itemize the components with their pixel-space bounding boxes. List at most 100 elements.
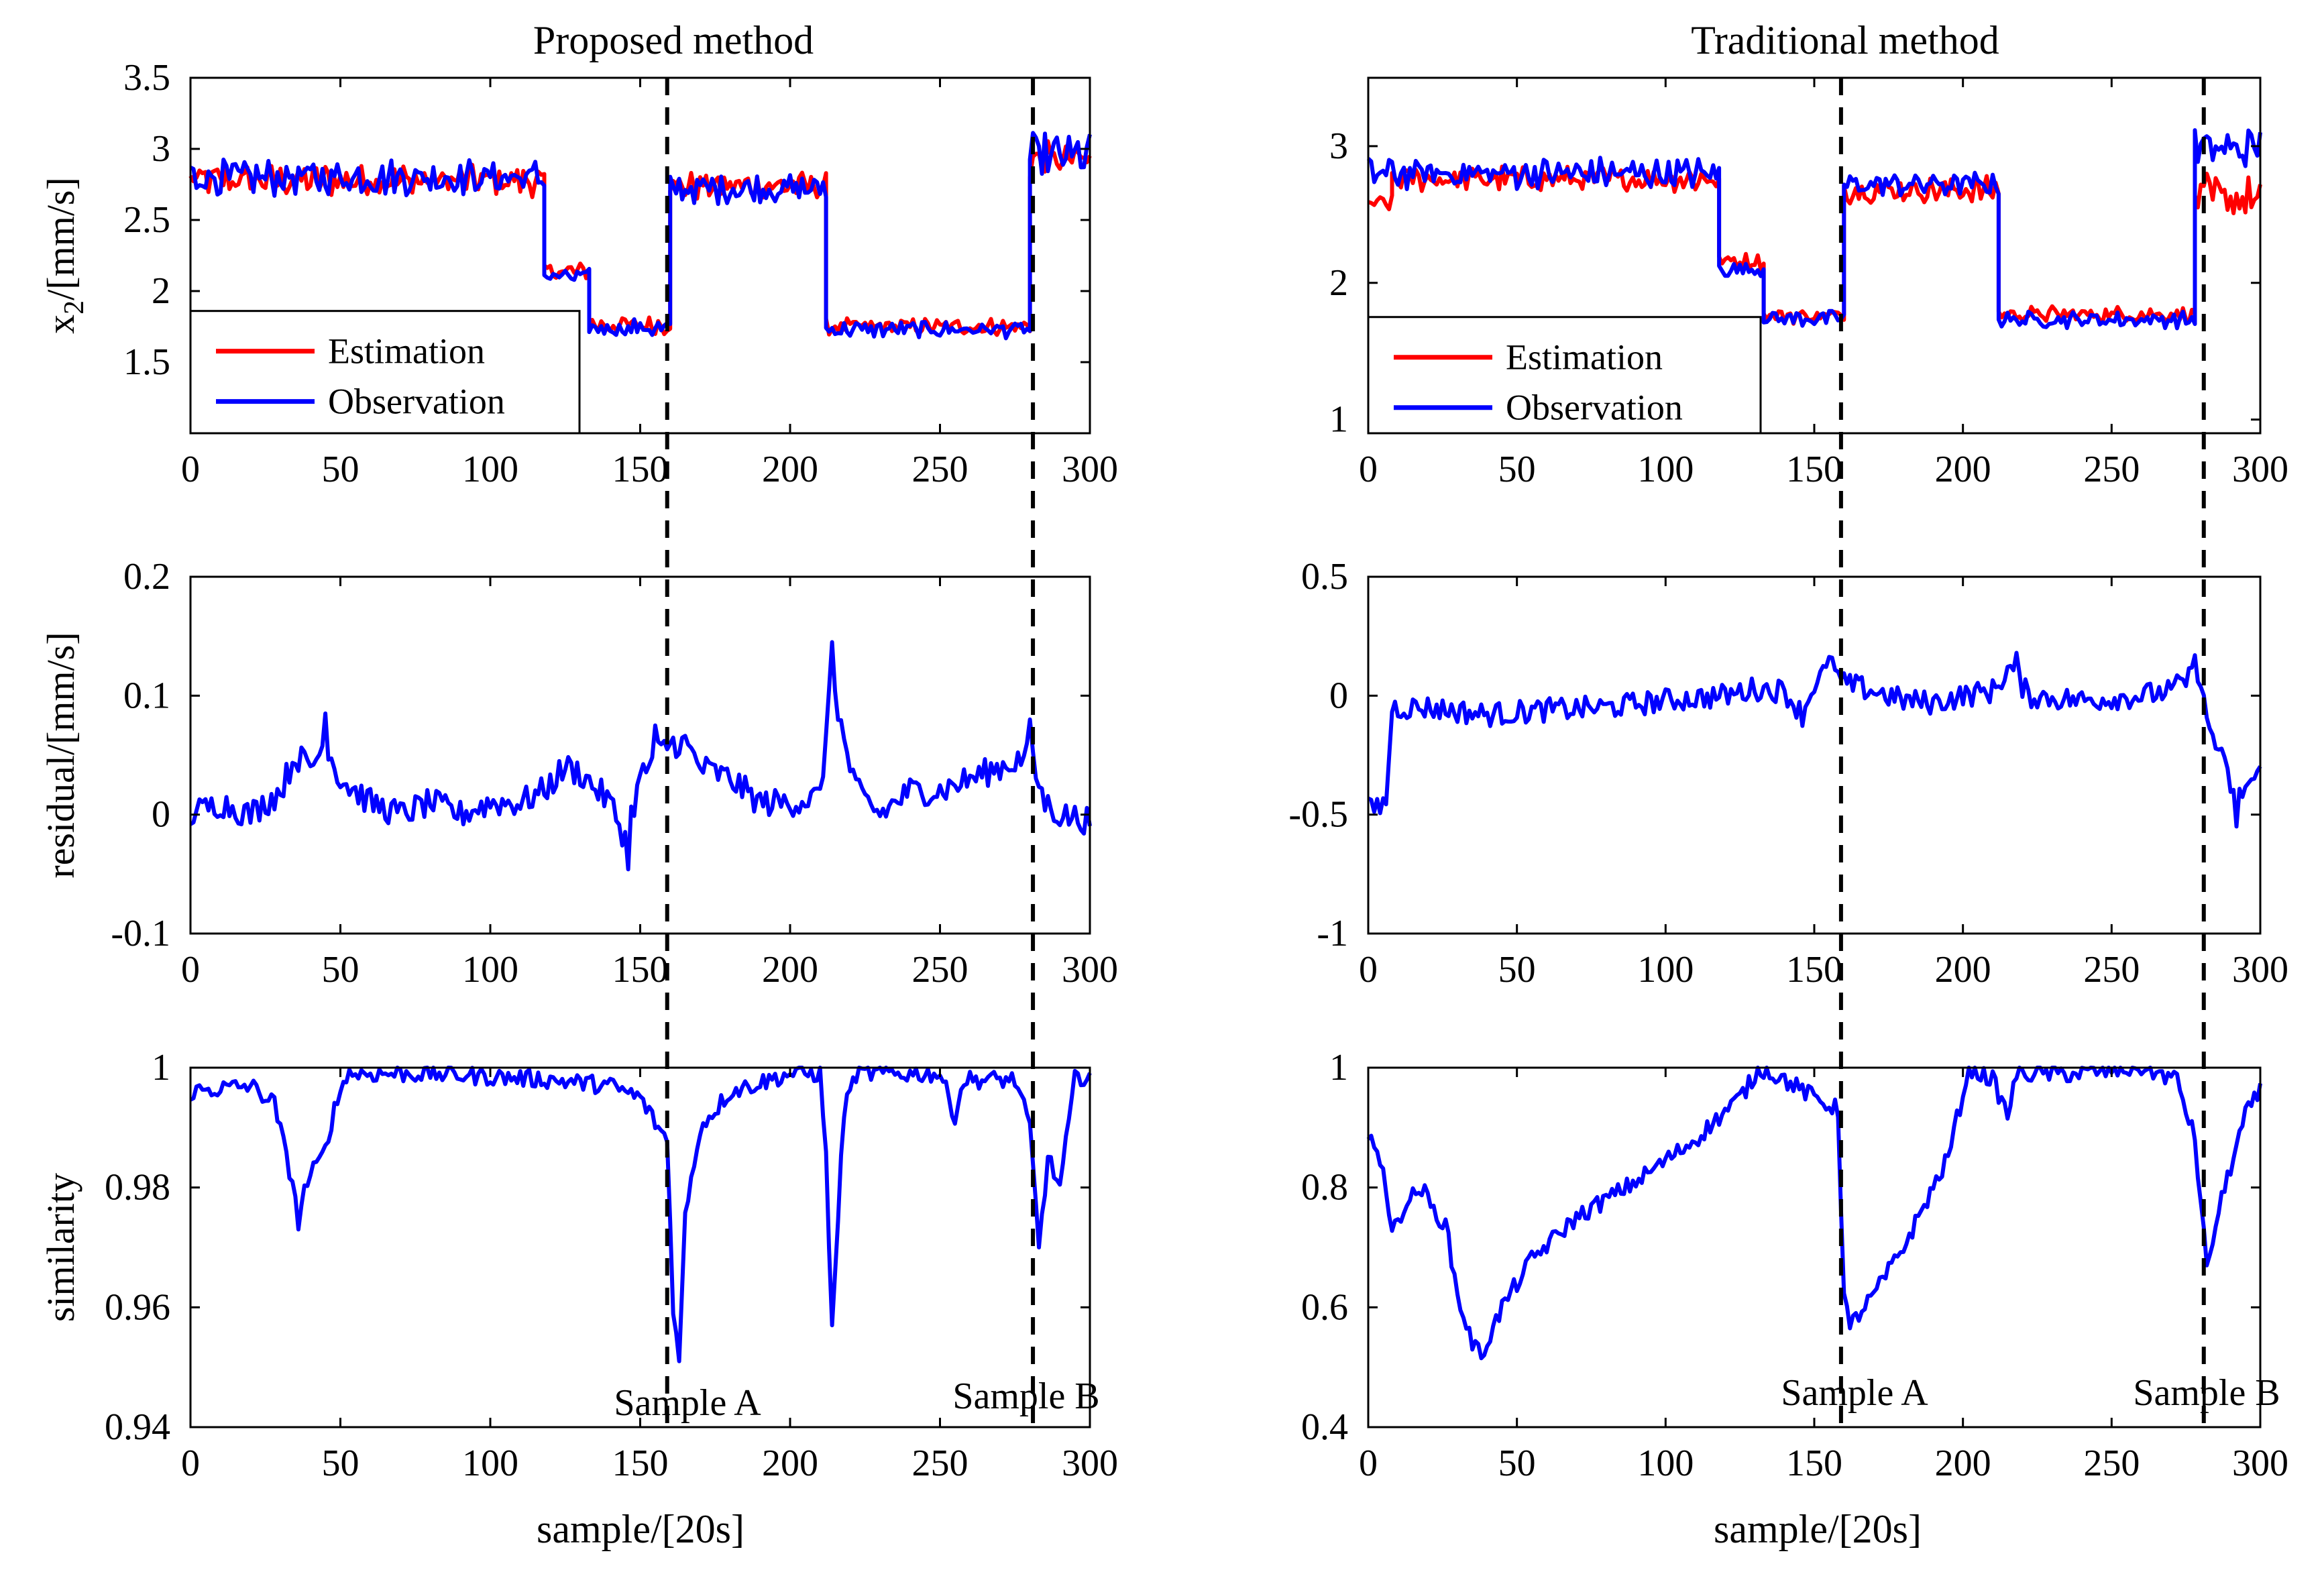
x-tick-label: 100 [1637, 1443, 1694, 1484]
y-tick-label: -1 [1317, 913, 1348, 954]
y-tick-label: 3.5 [123, 57, 170, 99]
x-tick-label: 150 [612, 449, 669, 490]
panel-proposed-similarity: 0 50 100 150 200 250 300 0.94 0.96 0.98 1 similarit… [39, 1047, 1118, 1484]
legend-box [1367, 316, 1762, 435]
panel-traditional-x2: 0 50 100 150 200 250 300 1 2 3 Estimation Observati… [1329, 76, 2288, 490]
x-tick-label: 50 [322, 449, 359, 490]
x-tick-label: 200 [762, 949, 818, 991]
y-tick-label: 1.5 [123, 341, 170, 383]
x-tick-label: 150 [612, 949, 669, 991]
y-tick-label: 0.94 [105, 1406, 170, 1448]
x-tick-label: 100 [462, 1443, 518, 1484]
y-tick-label: 0.1 [123, 675, 170, 716]
x-tick-label: 0 [181, 949, 200, 991]
x-tick-label: 250 [2083, 449, 2140, 490]
x-tick-label: 50 [1498, 449, 1536, 490]
legend-label-estimation: Estimation [328, 331, 485, 372]
x-tick-label: 0 [1359, 1443, 1378, 1484]
x-tick-label: 250 [912, 449, 969, 490]
series-line-similarity [189, 1066, 1092, 1363]
x-tick-label: 50 [1498, 949, 1536, 991]
x-tick-label: 100 [1637, 449, 1694, 490]
series-line-similarity [1366, 1066, 2262, 1361]
x-tick-label: 300 [1062, 449, 1118, 490]
y-axis-label: similarity [39, 1173, 82, 1322]
y-tick-label: 1 [152, 1047, 170, 1088]
title-proposed-method: Proposed method [533, 18, 814, 62]
x-tick-label: 300 [2232, 1443, 2288, 1484]
x-tick-label: 50 [1498, 1443, 1536, 1484]
x-tick-label: 50 [322, 949, 359, 991]
x-tick-label: 100 [1637, 949, 1694, 991]
x-tick-label: 300 [1062, 949, 1118, 991]
series-line-estimation [188, 139, 1092, 337]
series-line-observation [1366, 128, 2262, 331]
x-tick-label: 200 [1935, 1443, 1991, 1484]
x-tick-label: 50 [322, 1443, 359, 1484]
y-tick-label: 0.8 [1301, 1167, 1348, 1209]
y-tick-label: 0.96 [105, 1286, 170, 1328]
x-tick-label: 300 [1062, 1443, 1118, 1484]
x-tick-label: 200 [1935, 949, 1991, 991]
y-tick-label: 2.5 [123, 199, 170, 241]
x-tick-label: 300 [2232, 449, 2288, 490]
legend-label-observation: Observation [328, 382, 505, 422]
series-line-estimation [1368, 164, 2262, 326]
panel-proposed-x2: 0 50 100 150 200 250 300 1.5 2 2.5 3 3.5 x2/[mm/s] Es… [39, 57, 1118, 490]
y-tick-label: 0.98 [105, 1167, 170, 1209]
x-tick-label: 150 [1786, 1443, 1842, 1484]
x-tick-label: 150 [612, 1443, 669, 1484]
axes-frame [1367, 575, 2262, 935]
sample-a-label-right: Sample A [1781, 1372, 1928, 1414]
sample-a-label-left: Sample A [614, 1382, 761, 1424]
series-line-residual [189, 640, 1092, 872]
title-traditional-method: Traditional method [1691, 18, 1999, 62]
y-tick-label: 1 [1329, 399, 1348, 441]
y-tick-label: -0.5 [1288, 794, 1348, 836]
sample-b-label-right: Sample B [2133, 1372, 2280, 1414]
x-tick-label: 200 [762, 1443, 818, 1484]
y-tick-label: 3 [1329, 125, 1348, 167]
panel-proposed-residual: 0 50 100 150 200 250 300 -0.1 0 0.1 0.2 residual/[m… [39, 556, 1118, 991]
x-tick-label: 200 [762, 449, 818, 490]
x-tick-label: 250 [2083, 949, 2140, 991]
x-tick-label: 250 [912, 949, 969, 991]
panel-traditional-residual: 0 50 100 150 200 250 300 -1 -0.5 0 0.5 [1288, 556, 2288, 991]
y-tick-label: 1 [1329, 1047, 1348, 1088]
x-tick-label: 250 [2083, 1443, 2140, 1484]
x-tick-label: 0 [1359, 949, 1378, 991]
axes-frame [189, 575, 1091, 935]
y-tick-label: 0 [1329, 675, 1348, 716]
y-tick-label: 0.5 [1301, 556, 1348, 598]
legend-label-observation: Observation [1506, 388, 1683, 428]
y-tick-label: 2 [152, 270, 170, 312]
x-tick-label: 0 [181, 449, 200, 490]
series-line-observation [189, 131, 1092, 341]
y-tick-label: 0.6 [1301, 1286, 1348, 1328]
y-tick-label: 0.2 [123, 556, 170, 598]
x-tick-label: 100 [462, 449, 518, 490]
y-tick-label: -0.1 [111, 913, 170, 954]
y-tick-label: 2 [1329, 262, 1348, 304]
legend-box [189, 310, 581, 435]
x-tick-label: 250 [912, 1443, 969, 1484]
x-tick-label: 0 [181, 1443, 200, 1484]
sample-markers [665, 78, 2206, 1427]
x-tick-label: 200 [1935, 449, 1991, 490]
x-tick-label: 100 [462, 949, 518, 991]
xlabel-right: sample/[20s] [1714, 1507, 1922, 1551]
y-tick-label: 0.4 [1301, 1406, 1348, 1448]
x-tick-label: 150 [1786, 949, 1842, 991]
x-tick-label: 300 [2232, 949, 2288, 991]
sample-b-label-left: Sample B [952, 1376, 1099, 1417]
series-line-residual [1367, 651, 2262, 829]
y-axis-label: residual/[mm/s] [39, 632, 82, 878]
x-tick-label: 0 [1359, 449, 1378, 490]
legend-label-estimation: Estimation [1506, 337, 1663, 378]
x-tick-label: 150 [1786, 449, 1842, 490]
y-axis-label: x2/[mm/s] [39, 177, 90, 334]
y-tick-label: 0 [152, 794, 170, 836]
xlabel-left: sample/[20s] [537, 1507, 744, 1551]
panel-traditional-similarity: 0 50 100 150 200 250 300 0.4 0.6 0.8 1 [1301, 1047, 2288, 1484]
